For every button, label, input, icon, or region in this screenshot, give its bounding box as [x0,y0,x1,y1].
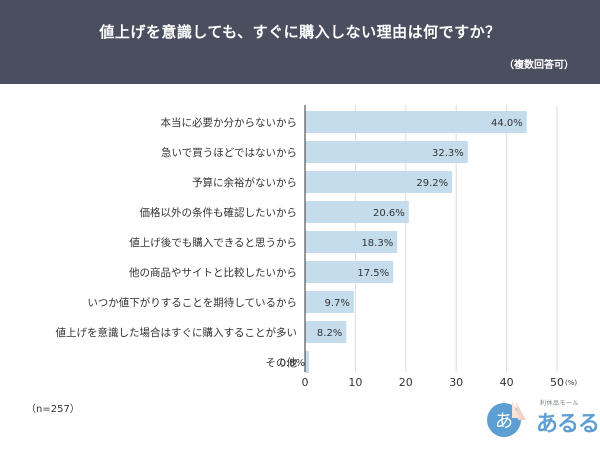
category-label: その他 [266,356,298,369]
chart-title: 値上げを意識しても、すぐに購入しない理由は何ですか？ [99,23,501,41]
bar [305,321,347,343]
sample-size-note: （n=257） [26,404,80,415]
category-label: 価格以外の条件も確認したいから [140,206,298,219]
bar [305,261,394,283]
logo-text: あるる [536,412,600,437]
x-tick-label: 10 [348,376,362,389]
category-label: 予算に余裕がないから [192,176,297,189]
category-label: 値上げを意識した場合はすぐに購入することが多い [56,326,298,339]
category-label: 本当に必要か分からないから [161,116,298,129]
title-banner: 値上げを意識しても、すぐに購入しない理由は何ですか？ （複数回答可） [0,0,600,84]
logo-subtitle: 利休品モール [540,400,580,407]
x-tick-label: 30 [449,376,463,389]
category-label: いつか値下がりすることを期待しているから [87,296,297,309]
bar [305,291,354,313]
logo-mark-icon: あ [487,400,526,437]
bar [305,141,468,163]
bar [305,171,453,193]
category-label: 他の商品やサイトと比較したいから [129,266,297,279]
bar [305,231,398,253]
category-label: 値上げ後でも購入できると思うから [129,236,297,249]
x-unit-label: (%) [565,379,577,387]
bar-value-label: 32.3% [432,148,464,159]
bar-value-label: 8.2% [317,328,342,339]
bar-value-label: 18.3% [361,238,393,249]
bar-value-label: 9.7% [324,298,349,309]
x-tick-label: 0 [302,376,309,389]
bar-value-label: 44.0% [491,118,523,129]
bar-value-label: 0.8% [280,358,305,369]
bar [305,351,310,373]
bar [305,201,409,223]
svg-text:あ: あ [495,411,513,432]
x-tick-label: 50 [550,376,564,389]
bar-value-label: 17.5% [357,268,389,279]
category-label: 急いで買うほどではないから [161,146,297,159]
x-tick-label: 40 [500,376,514,389]
bar [305,111,527,133]
bar-value-label: 29.2% [416,178,448,189]
chart-subtitle: （複数回答可） [504,60,574,71]
x-tick-label: 20 [399,376,413,389]
bar-value-label: 20.6% [373,208,405,219]
